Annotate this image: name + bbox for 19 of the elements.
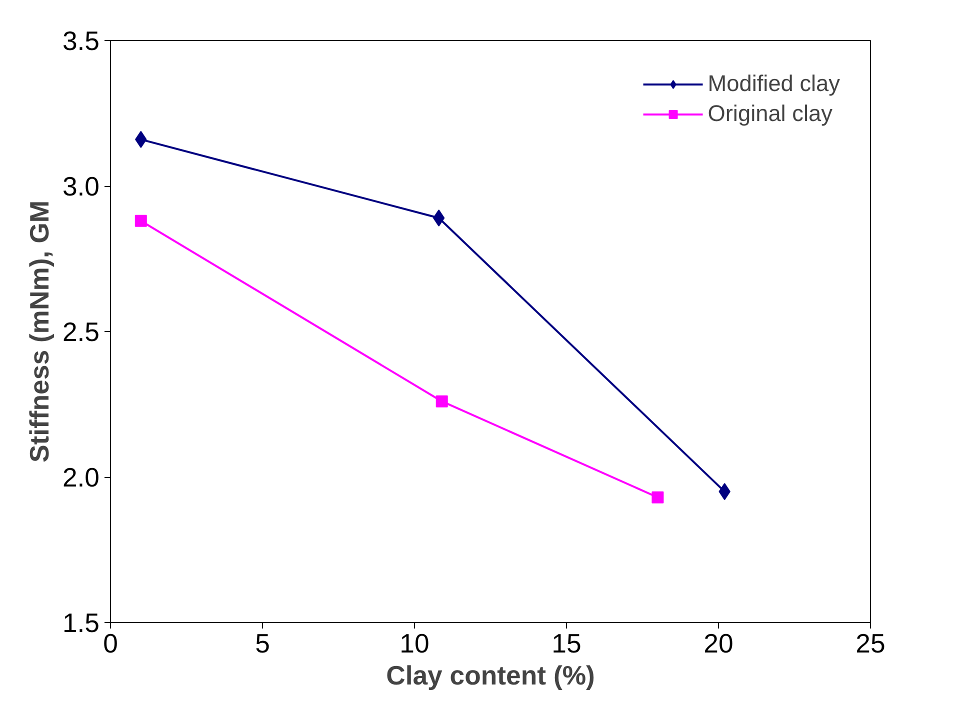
x-tick-label: 0 <box>103 628 118 658</box>
point <box>134 214 147 227</box>
point <box>436 395 448 408</box>
x-tick-label: 20 <box>704 628 734 658</box>
y-tick-label: 1.5 <box>62 608 100 638</box>
x-tick-label: 5 <box>255 628 270 658</box>
y-tick-label: 3.0 <box>62 172 100 202</box>
x-tick-label: 10 <box>400 628 430 658</box>
x-tick-label: 15 <box>552 628 582 658</box>
y-tick-label: 2.5 <box>62 317 100 347</box>
y-axis-title: Stiffness (mNm), GM <box>24 200 54 463</box>
legend-label: Original clay <box>708 100 832 127</box>
y-tick-label: 3.5 <box>62 26 100 56</box>
point <box>652 491 664 504</box>
legend-label: Modified clay <box>708 70 840 97</box>
x-tick-label: 25 <box>856 628 886 658</box>
point <box>432 210 445 227</box>
y-tick-label: 2.0 <box>62 462 100 492</box>
x-axis-title: Clay content (%) <box>386 660 595 690</box>
